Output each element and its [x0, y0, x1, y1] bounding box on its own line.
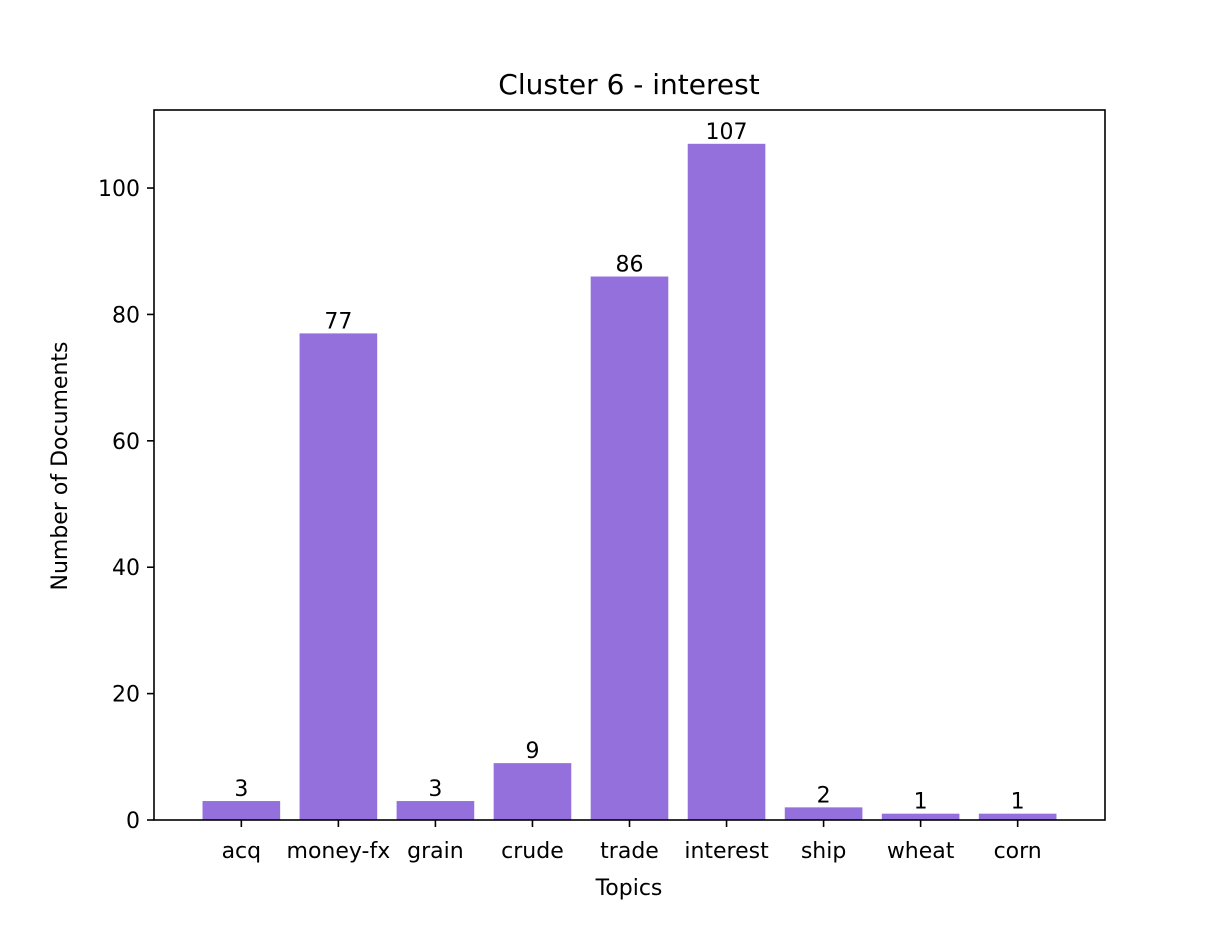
plot-frame	[153, 109, 1106, 821]
bar-interest	[687, 143, 766, 821]
x-tick-label-ship: ship	[801, 839, 846, 864]
x-tick-label-money-fx: money-fx	[287, 839, 391, 864]
bar-crude	[493, 763, 572, 820]
y-axis-label: Number of Documents	[48, 341, 73, 590]
data-label-money-fx: 77	[324, 309, 352, 334]
y-axis: 0 20 40 60 80 100	[98, 177, 154, 834]
x-tick-label-crude: crude	[501, 839, 564, 864]
y-tick-label-0: 0	[126, 809, 140, 834]
data-label-wheat: 1	[914, 790, 928, 815]
data-labels-group: 3 77 3 9 86 107 2 1 1	[234, 120, 1024, 815]
bar-money-fx	[299, 333, 378, 820]
x-tick-label-trade: trade	[600, 839, 659, 864]
data-label-acq: 3	[234, 777, 248, 802]
data-label-grain: 3	[428, 777, 442, 802]
x-tick-label-wheat: wheat	[887, 839, 955, 864]
x-axis: acq money-fx grain crude trade interest ship wh…	[222, 820, 1042, 864]
y-tick-label-80: 80	[112, 303, 140, 328]
data-label-interest: 107	[706, 120, 748, 145]
data-label-corn: 1	[1011, 790, 1025, 815]
data-label-trade: 86	[616, 253, 644, 278]
x-tick-label-acq: acq	[222, 839, 262, 864]
data-label-crude: 9	[525, 739, 539, 764]
x-tick-label-interest: interest	[684, 839, 769, 864]
bar-grain	[396, 801, 475, 820]
bar-wheat	[881, 813, 960, 820]
bar-acq	[202, 801, 281, 820]
data-label-ship: 2	[817, 783, 831, 808]
x-tick-label-corn: corn	[994, 839, 1042, 864]
y-tick-label-20: 20	[112, 683, 140, 708]
bars-group	[202, 143, 1057, 821]
chart-title: Cluster 6 - interest	[498, 68, 759, 101]
y-tick-label-40: 40	[112, 556, 140, 581]
x-axis-label: Topics	[595, 876, 663, 901]
x-tick-label-grain: grain	[407, 839, 464, 864]
bar-trade	[590, 276, 669, 821]
bar-corn	[978, 813, 1057, 820]
y-tick-label-100: 100	[98, 177, 140, 202]
bar-ship	[784, 807, 863, 820]
y-tick-label-60: 60	[112, 430, 140, 455]
